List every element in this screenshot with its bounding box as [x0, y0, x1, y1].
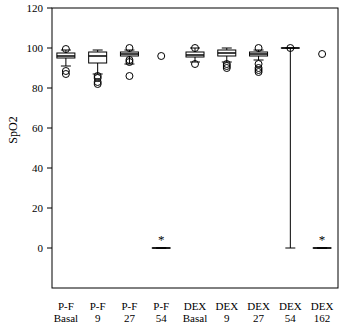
whisker-low: [65, 58, 66, 66]
x-tick-label: P-F27: [121, 300, 137, 324]
whisker-low: [226, 56, 227, 62]
y-tick: [47, 248, 52, 249]
outlier: [223, 61, 230, 68]
outlier: [126, 73, 133, 80]
y-axis-label: SpO2: [6, 116, 20, 143]
median: [120, 53, 138, 55]
x-tick-label-line: Basal: [183, 312, 207, 324]
annotation: *: [319, 232, 326, 247]
y-tick-label: 100: [27, 42, 44, 54]
x-tick-label-line: P-F: [90, 300, 106, 312]
whisker-cap-low: [285, 248, 295, 249]
box: [120, 52, 138, 56]
median: [218, 52, 236, 54]
y-tick: [47, 48, 52, 49]
median: [152, 247, 170, 249]
whisker-cap-high: [222, 48, 232, 49]
outlier: [255, 61, 262, 68]
x-tick-label: DEXBasal: [183, 300, 207, 324]
box: [313, 248, 331, 249]
outlier: [319, 51, 326, 58]
x-tick-label: DEX9: [215, 300, 238, 324]
whisker-low: [129, 56, 130, 64]
outlier: [62, 46, 69, 53]
x-tick-label-line: 54: [156, 312, 168, 324]
outlier: [287, 45, 294, 52]
x-tick-label-line: 9: [224, 312, 230, 324]
y-tick: [47, 128, 52, 129]
median: [313, 247, 331, 249]
box: [186, 52, 204, 57]
x-tick-label: P-FBasal: [54, 300, 78, 324]
x-tick-label-line: DEX: [311, 300, 334, 312]
y-tick-label: 60: [32, 122, 44, 134]
x-tick-label-line: DEX: [215, 300, 238, 312]
outlier: [158, 53, 165, 60]
y-tick-label: 80: [32, 82, 44, 94]
median: [89, 55, 107, 57]
x-tick-label-line: P-F: [153, 300, 169, 312]
x-tick-label-line: P-F: [121, 300, 137, 312]
median: [186, 54, 204, 56]
outlier: [192, 61, 199, 68]
x-tick-label: DEX27: [247, 300, 270, 324]
boxes: [57, 45, 331, 249]
y-tick: [47, 168, 52, 169]
x-tick-label: P-F9: [90, 300, 106, 324]
y-tick-label: 40: [32, 162, 44, 174]
whisker-low: [290, 48, 291, 248]
y-tick: [47, 8, 52, 9]
y-tick-label: 20: [32, 202, 44, 214]
outlier: [192, 45, 199, 52]
plot-frame: [52, 8, 338, 288]
y-tick: [47, 208, 52, 209]
box: [250, 52, 268, 56]
chart: 020406080100120SpO2P-FBasalP-F9P-F27P-F5…: [0, 0, 346, 327]
outlier: [94, 73, 101, 80]
median: [57, 55, 75, 57]
outlier: [126, 57, 133, 64]
x-tick-label-line: 27: [253, 312, 265, 324]
box: [152, 248, 170, 249]
whisker-cap-low: [61, 66, 71, 67]
box: [218, 50, 236, 56]
outlier: [62, 68, 69, 75]
x-tick-label: DEX162: [311, 300, 334, 324]
median: [250, 53, 268, 55]
x-tick-label-line: 9: [95, 312, 101, 324]
outlier: [255, 45, 262, 52]
x-tick-label-line: DEX: [184, 300, 207, 312]
x-tick-label: P-F54: [153, 300, 169, 324]
outlier: [126, 45, 133, 52]
x-tick-label-line: 54: [285, 312, 297, 324]
y-tick-label: 0: [38, 242, 44, 254]
annotation: *: [158, 232, 165, 247]
x-tick-label-line: 162: [314, 312, 331, 324]
median: [281, 47, 299, 49]
whisker-low: [258, 56, 259, 60]
whisker-cap-high: [93, 50, 103, 51]
whisker-low: [195, 57, 196, 62]
x-tick-label-line: P-F: [58, 300, 74, 312]
box: [89, 52, 107, 63]
y-tick-label: 120: [27, 2, 44, 14]
y-tick: [47, 88, 52, 89]
x-tick-label-line: DEX: [279, 300, 302, 312]
box: [281, 48, 299, 49]
box: [57, 53, 75, 58]
x-tick-label-line: DEX: [247, 300, 270, 312]
x-tick-label-line: Basal: [54, 312, 78, 324]
x-tick-label: DEX54: [279, 300, 302, 324]
x-tick-label-line: 27: [124, 312, 136, 324]
